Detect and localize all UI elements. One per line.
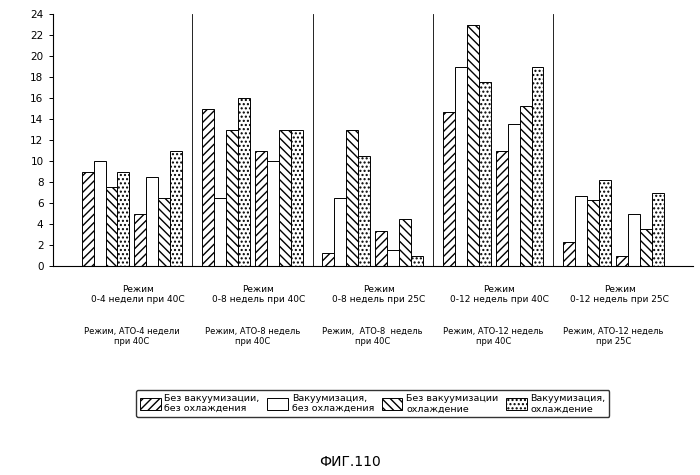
Text: Режим
0-12 недель при 40С: Режим 0-12 недель при 40С — [449, 285, 549, 304]
Text: Режим
0-8 недель при 40С: Режим 0-8 недель при 40С — [211, 285, 305, 304]
Text: Режим, АТО-12 недель
при 25С: Режим, АТО-12 недель при 25С — [564, 327, 664, 346]
Bar — [508, 124, 519, 266]
Text: ФИГ.110: ФИГ.110 — [319, 455, 381, 469]
Bar — [575, 196, 587, 266]
Text: Режим, АТО-4 недели
при 40С: Режим, АТО-4 недели при 40С — [84, 327, 180, 346]
Bar — [267, 161, 279, 266]
Bar — [628, 214, 640, 266]
Legend: Без вакуумизации,
без охлаждения, Вакуумизация,
без охлаждения, Без вакуумизации: Без вакуумизации, без охлаждения, Вакуум… — [136, 390, 610, 418]
Bar — [587, 200, 599, 266]
Bar — [358, 156, 370, 266]
Bar — [118, 171, 130, 266]
Text: Режим, АТО-8 недель
при 40С: Режим, АТО-8 недель при 40С — [204, 327, 300, 346]
Bar — [564, 242, 575, 266]
Bar — [455, 66, 467, 266]
Bar — [652, 192, 664, 266]
Bar — [479, 83, 491, 266]
Bar — [467, 25, 479, 266]
Bar — [640, 229, 652, 266]
Bar — [335, 198, 346, 266]
Bar — [323, 254, 335, 266]
Bar — [134, 214, 146, 266]
Bar — [346, 130, 358, 266]
Bar — [202, 109, 214, 266]
Bar — [238, 98, 250, 266]
Bar — [226, 130, 238, 266]
Bar — [82, 171, 94, 266]
Bar — [519, 105, 531, 266]
Bar — [443, 112, 455, 266]
Bar — [170, 151, 182, 266]
Bar — [399, 219, 411, 266]
Bar — [279, 130, 290, 266]
Text: Режим, АТО-12 недель
при 40С: Режим, АТО-12 недель при 40С — [443, 327, 543, 346]
Bar — [255, 151, 267, 266]
Text: Режим
0-8 недель при 25С: Режим 0-8 недель при 25С — [332, 285, 426, 304]
Bar — [616, 256, 628, 266]
Bar — [411, 256, 423, 266]
Bar — [290, 130, 302, 266]
Bar — [106, 187, 118, 266]
Bar — [375, 231, 387, 266]
Text: Режим
0-12 недель при 25С: Режим 0-12 недель при 25С — [570, 285, 669, 304]
Bar — [531, 66, 543, 266]
Bar — [94, 161, 106, 266]
Text: Режим,  АТО-8  недель
при 40С: Режим, АТО-8 недель при 40С — [323, 327, 423, 346]
Bar — [146, 177, 158, 266]
Bar — [599, 180, 611, 266]
Bar — [496, 151, 508, 266]
Bar — [214, 198, 226, 266]
Text: Режим
0-4 недели при 40С: Режим 0-4 недели при 40С — [91, 285, 185, 304]
Bar — [387, 250, 399, 266]
Bar — [158, 198, 170, 266]
